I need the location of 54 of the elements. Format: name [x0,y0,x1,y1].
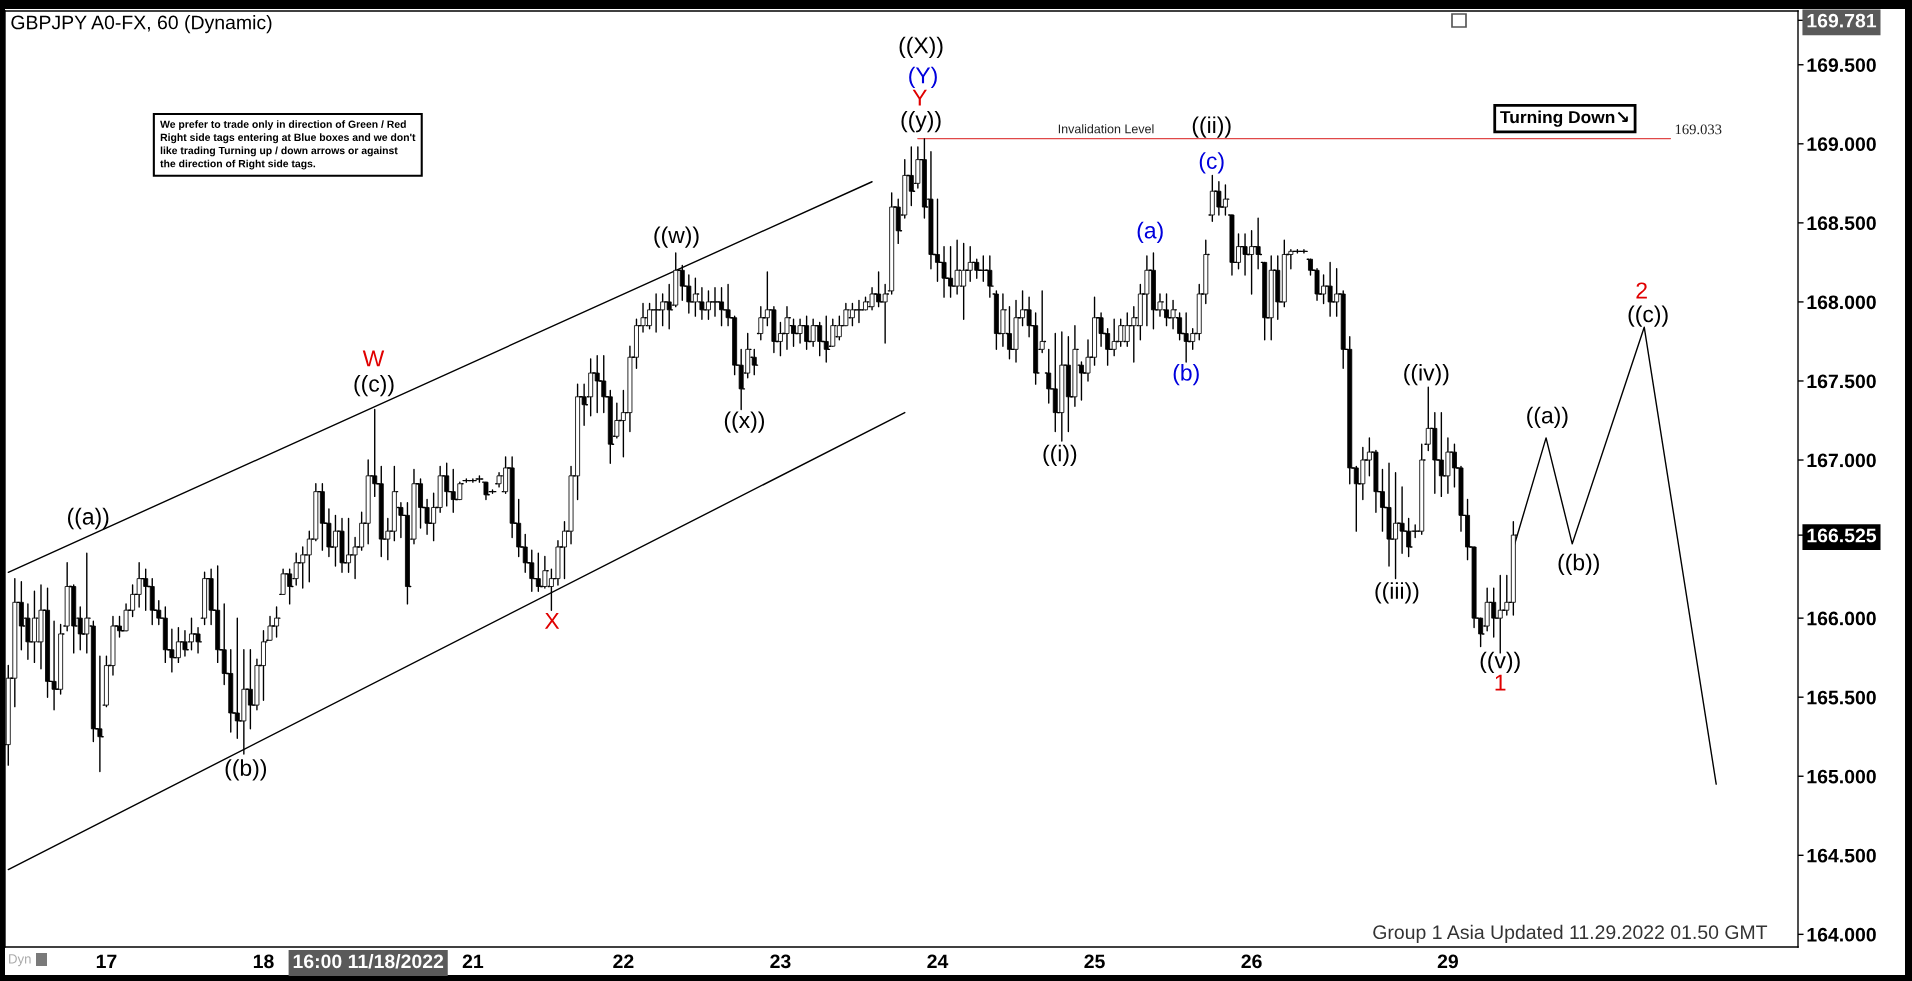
y-tick-label: 167.500 [1807,374,1876,389]
text: Dyn [9,954,31,967]
annotation: (Y) [909,66,937,89]
annotation: 2 [1636,282,1647,299]
annotation: ((i)) [1043,444,1077,466]
annotation: W [362,350,385,367]
annotation: ((iv)) [1404,363,1449,386]
annotation: (c) [1199,152,1224,174]
y-tick-label: 165.500 [1807,690,1876,705]
annotation: (a) [1137,221,1163,244]
y-tick-label: 166.000 [1807,611,1876,626]
x-tick-label: 24 [927,954,949,969]
annotation: We prefer to trade only in direction of Green / Red Right side tags entering at Blue boxes and we don't like trading Turning up / down arrows or against the direction of Right side tags. [160,120,416,170]
x-tick-label: 17 [96,954,117,969]
series-label: Invalidation Level [1058,124,1154,134]
chart-title: GBPJPY A0-FX, 60 (Dynamic) [11,15,272,34]
x-tick-label: 29 [1437,954,1458,969]
x-tick-label: 18 [253,954,274,969]
data-label: 169.033 [1675,124,1722,135]
x-tick-label: 26 [1241,954,1262,969]
y-tick-label: 167.000 [1807,453,1876,468]
annotation: ((w)) [654,226,699,248]
annotation: ((X)) [899,36,943,59]
x-tick-label: 25 [1084,954,1105,969]
x-tick-label: 23 [770,954,791,969]
x-tick-label: 21 [462,954,484,969]
y-tick-label: 164.000 [1807,927,1876,942]
y-tick-label: 164.500 [1807,848,1876,863]
annotation: ((ii)) [1192,116,1231,138]
annotation: ((b)) [225,759,267,781]
annotation: ((x)) [724,411,764,433]
annotation: 1 [1495,674,1506,691]
y-tick-label: 166.525 [1807,528,1877,543]
annotation: ((c)) [1628,305,1668,327]
y-tick-label: 168.500 [1807,216,1876,231]
annotation: ((iii)) [1375,582,1419,604]
annotation: Y [912,89,927,106]
annotation: ((v)) [1480,651,1520,674]
y-tick-label: 169.500 [1807,58,1876,72]
annotation: ((a)) [1527,406,1568,428]
annotation: ((y)) [901,110,941,133]
y-tick-label: 169.781 [1807,13,1877,28]
annotation: ((b)) [1558,553,1599,576]
annotation: ((c)) [354,375,394,397]
annotation: (b) [1173,363,1199,386]
annotation: Turning Down↘ [1500,110,1628,127]
x-tick-label: 22 [613,954,634,969]
y-tick-label: 168.000 [1807,295,1876,310]
annotation: Group 1 Asia Updated 11.29.2022 01.50 GMT [1373,924,1768,943]
annotation: X [544,613,560,629]
annotation: ((a)) [67,507,109,530]
y-tick-label: 165.000 [1807,769,1876,784]
y-tick-label: 169.000 [1807,137,1876,152]
x-tick-label: 16:00 11/18/2022 [293,953,444,969]
